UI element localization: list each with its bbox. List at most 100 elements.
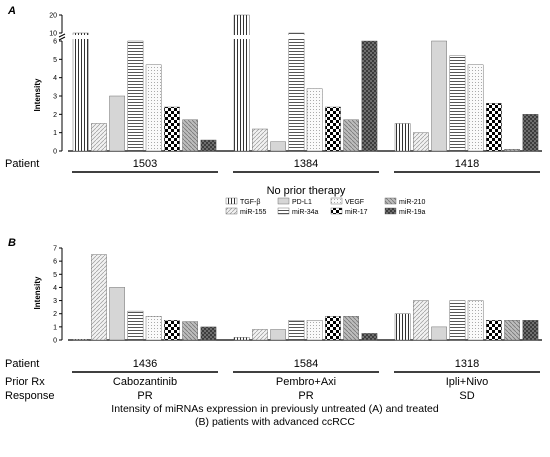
bar-a-1384-mir-210: [343, 119, 360, 152]
y-tick-label-a-4: 4: [53, 75, 57, 82]
y-tick-label-a-20: 20: [49, 13, 57, 20]
patient-row-label: Patient: [5, 158, 39, 170]
legend-swatch-pd-l1: [277, 197, 290, 205]
bar-b-1436-tgf: [72, 339, 89, 341]
legend-label-vegf: VEGF: [345, 199, 364, 206]
patient-label-1503: 1503: [133, 158, 157, 170]
panel-b: B Intensity 0 1 2 3 4 5 6 7 Patient 1436 1584 1318 Pri…: [5, 237, 542, 402]
bar-b-1318-vegf: [467, 300, 484, 341]
bar-b-1584-mir-210: [343, 316, 360, 341]
bar-b-1436-pd-l1: [109, 287, 126, 341]
patient-label-1436: 1436: [133, 358, 157, 370]
prior-rx-cabozantinib: Cabozantinib: [113, 376, 177, 388]
y-tick-label-a-1: 1: [53, 130, 57, 137]
bar-b-1436-vegf: [145, 316, 162, 341]
bar-b-1436-mir-17: [164, 320, 180, 341]
bar-a-1418-mir-19a: [522, 114, 539, 152]
legend-label-mir-19a: miR-19a: [399, 209, 426, 216]
panel-label-a: A: [7, 5, 16, 17]
y-tick-label-a-3: 3: [53, 94, 57, 101]
prior-rx-pembro-axi: Pembro+Axi: [276, 376, 336, 388]
legend-swatch-mir-210: [384, 197, 397, 205]
y-tick-label-a-5: 5: [53, 57, 57, 64]
y-tick-label-b-1: 1: [53, 324, 57, 331]
bar-b-1584-vegf: [306, 320, 323, 341]
bar-a-1418-mir-210: [504, 148, 521, 152]
y-tick-label-b-5: 5: [53, 272, 57, 279]
response-row-label: Response: [5, 390, 55, 402]
bar-a-1418-mir-17: [486, 103, 502, 152]
bar-a-1418-mir-155: [413, 132, 429, 152]
legend: TGF-β PD-L1 VEGF miR-210 miR-155 miR-34a miR-1…: [225, 197, 426, 216]
bar-a-1384-vegf: [306, 88, 323, 152]
bar-a-1418-tgf: [394, 123, 411, 152]
legend-label-mir-17: miR-17: [345, 209, 368, 216]
bar-b-1584-mir-19a: [361, 333, 378, 341]
caption-line-2: (B) patients with advanced ccRCC: [195, 416, 355, 428]
panel-label-b: B: [8, 237, 16, 249]
y-tick-label-a-6: 6: [53, 39, 57, 46]
bar-a-1503-vegf: [145, 64, 162, 152]
bar-a-1503-mir-34a: [127, 40, 144, 152]
legend-swatch-mir-17: [330, 207, 343, 215]
response-1318: SD: [459, 390, 474, 402]
legend-label-mir-34a: miR-34a: [292, 209, 319, 216]
bar-a-1503-pd-l1: [109, 95, 126, 152]
bar-b-1318-tgf: [394, 313, 411, 341]
bar-b-1584-mir-17: [325, 316, 341, 341]
patient-label-1318: 1318: [455, 358, 479, 370]
y-tick-label-a-0: 0: [53, 149, 57, 156]
bar-a-1384-mir-17: [325, 106, 341, 152]
patient-label-1418: 1418: [455, 158, 479, 170]
legend-label-mir-155: miR-155: [240, 209, 267, 216]
bar-b-1584-pd-l1: [270, 329, 287, 341]
bar-a-1384-mir-155: [252, 128, 268, 152]
bar-b-1318-mir-34a: [449, 300, 466, 341]
y-tick-label-a-2: 2: [53, 112, 57, 119]
bar-b-1436-mir-19a: [200, 326, 217, 341]
bar-b-1584-mir-34a: [288, 320, 305, 341]
legend-swatch-mir-155: [225, 207, 238, 215]
axis-break-gap-a: [66, 35, 546, 39]
bar-b-1318-mir-17: [486, 320, 502, 341]
figure-caption: Intensity of miRNAs expression in previo…: [0, 403, 550, 429]
subtitle-no-prior-therapy: No prior therapy: [267, 185, 346, 197]
patient-label-1384: 1384: [294, 158, 318, 170]
legend-label-pd-l1: PD-L1: [292, 199, 312, 206]
y-tick-label-b-0: 0: [53, 338, 57, 345]
response-1584: PR: [298, 390, 313, 402]
y-axis-title-a: Intensity: [33, 78, 42, 111]
legend-label-tgf: TGF-β: [240, 199, 260, 206]
bar-a-1503-mir-17: [164, 106, 180, 152]
bar-a-1418-vegf: [467, 64, 484, 152]
bar-a-1503-mir-210: [182, 119, 199, 152]
axis-break-mark-2: [58, 33, 66, 38]
axis-break-mark-1: [58, 36, 66, 41]
bar-a-1418-mir-34a: [449, 55, 466, 152]
bar-a-1503-tgf: [72, 32, 89, 152]
y-axis-title-b: Intensity: [33, 276, 42, 309]
y-tick-label-b-3: 3: [53, 298, 57, 305]
y-tick-label-b-2: 2: [53, 311, 57, 318]
caption-line-1: Intensity of miRNAs expression in previo…: [111, 403, 439, 415]
y-tick-label-b-4: 4: [53, 285, 57, 292]
bar-a-1384-tgf: [233, 14, 250, 152]
response-1436: PR: [137, 390, 152, 402]
bar-b-1584-mir-155: [252, 329, 268, 341]
legend-swatch-tgf: [225, 197, 238, 205]
bar-a-1384-mir-34a: [288, 32, 305, 152]
bar-b-1436-mir-210: [182, 321, 199, 341]
bar-b-1318-pd-l1: [431, 326, 448, 341]
bar-a-1384-pd-l1: [270, 141, 287, 152]
y-tick-label-b-6: 6: [53, 259, 57, 266]
bar-b-1584-tgf: [233, 337, 250, 341]
bar-b-1318-mir-19a: [522, 320, 539, 341]
bar-b-1318-mir-210: [504, 320, 521, 341]
bar-a-1384-mir-19a: [361, 40, 378, 152]
bar-b-1436-mir-34a: [127, 310, 144, 341]
panel-a: A Intensity 0 1 2 3 4 5 610 20 Patient 1503 1384 1418…: [5, 5, 546, 197]
legend-swatch-mir-19a: [384, 207, 397, 215]
bar-a-1503-mir-19a: [200, 139, 217, 152]
bar-a-1503-mir-155: [91, 123, 107, 152]
